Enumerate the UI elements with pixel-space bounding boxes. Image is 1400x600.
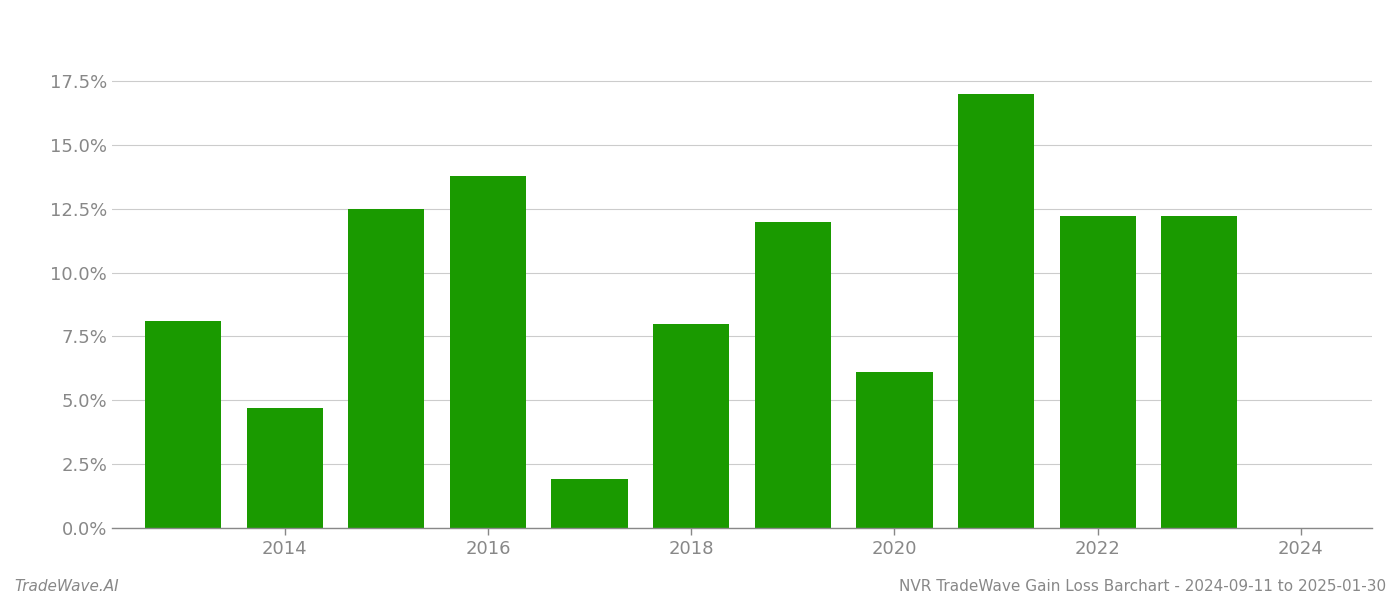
Bar (146, 321, 221, 528)
Bar (958, 94, 1035, 528)
Bar (449, 176, 526, 528)
Bar (552, 479, 627, 528)
Text: TradeWave.AI: TradeWave.AI (14, 579, 119, 594)
Text: NVR TradeWave Gain Loss Barchart - 2024-09-11 to 2025-01-30: NVR TradeWave Gain Loss Barchart - 2024-… (899, 579, 1386, 594)
Bar (857, 372, 932, 528)
Bar (246, 408, 323, 528)
Bar (1060, 217, 1135, 528)
Bar (755, 221, 832, 528)
Bar (1161, 217, 1238, 528)
Bar (349, 209, 424, 528)
Bar (652, 323, 729, 528)
